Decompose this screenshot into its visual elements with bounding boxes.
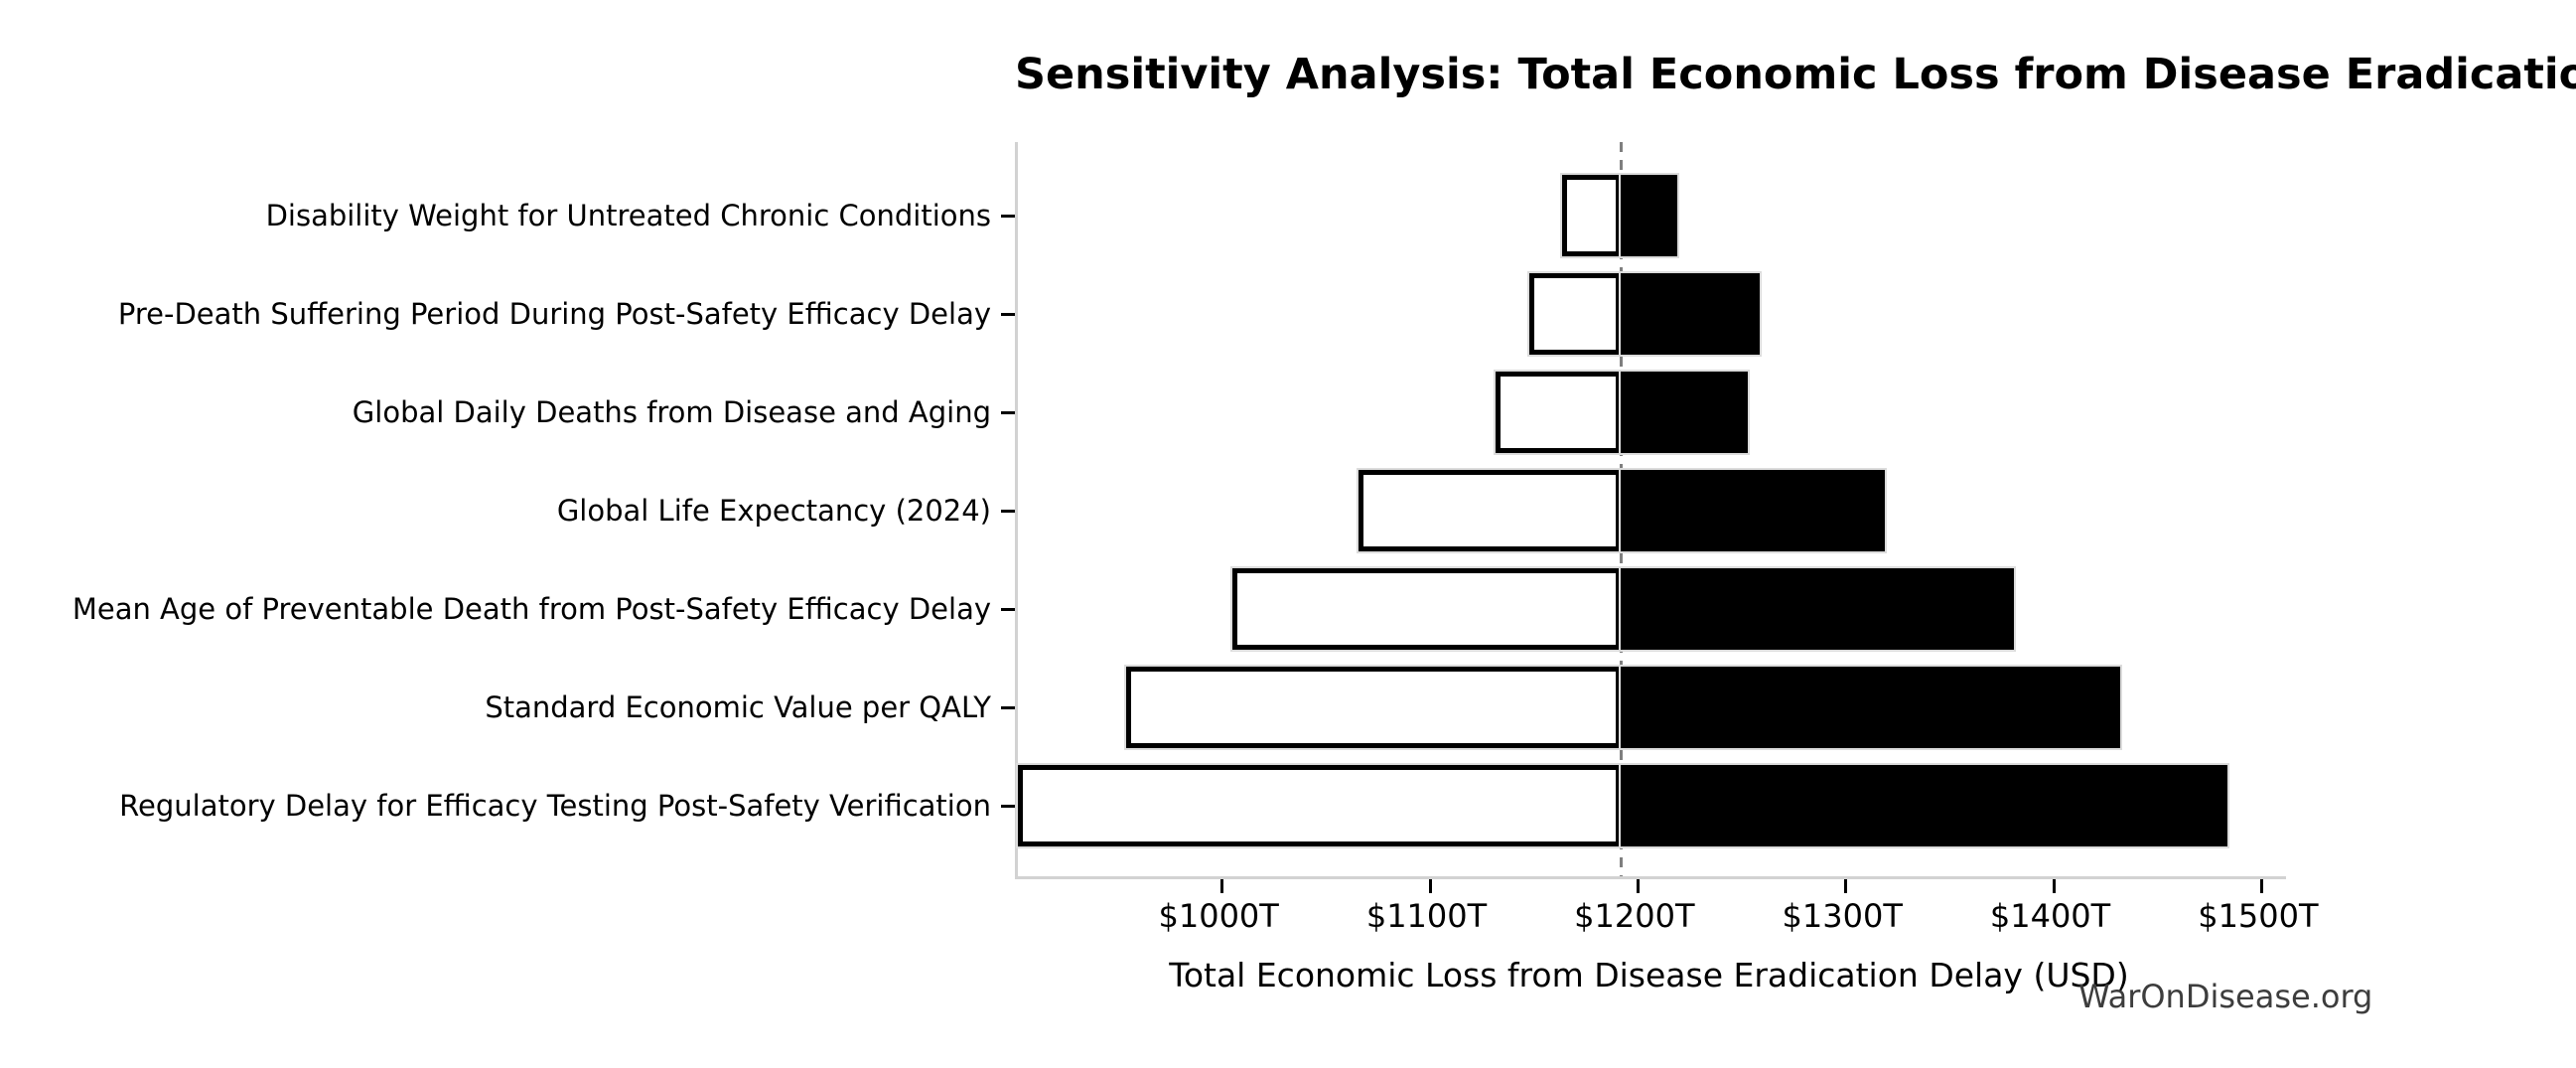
y-axis-category-label: Global Life Expectancy (2024) [556, 494, 991, 528]
x-axis-tick-mark [2259, 879, 2263, 893]
y-axis-tick-mark [1001, 411, 1015, 414]
x-axis-tick-mark [1220, 879, 1224, 893]
y-axis-category-label: Standard Economic Value per QALY [485, 690, 991, 724]
y-axis-tick-mark [1001, 313, 1015, 316]
tornado-bar-high-segment [1621, 470, 1885, 551]
y-axis-tick-mark [1001, 706, 1015, 709]
tornado-bar-low-segment [1562, 175, 1622, 256]
tornado-bar-high-segment [1621, 175, 1677, 256]
y-axis-category-label: Global Daily Deaths from Disease and Agi… [352, 395, 991, 429]
y-axis-category-label: Mean Age of Preventable Death from Post-… [72, 592, 991, 626]
tornado-bar-high-segment [1621, 273, 1761, 355]
y-axis-category-label: Pre-Death Suffering Period During Post-S… [117, 297, 991, 331]
tornado-bar-high-segment [1621, 568, 2014, 650]
x-axis-tick-mark [1428, 879, 1432, 893]
tornado-bar-low-segment [1018, 765, 1622, 846]
watermark-text: WarOnDisease.org [2078, 978, 2373, 1015]
tornado-bar-high-segment [1621, 765, 2228, 846]
y-axis-tick-mark [1001, 805, 1015, 808]
x-axis-tick-mark [1636, 879, 1640, 893]
tornado-bar-low-segment [1125, 667, 1622, 748]
y-axis-tick-mark [1001, 510, 1015, 513]
chart-title: Sensitivity Analysis: Total Economic Los… [1015, 50, 2576, 99]
tornado-bar-low-segment [1528, 273, 1622, 355]
x-axis-tick-label: $1400T [1989, 897, 2111, 935]
x-axis-tick-label: $1100T [1365, 897, 1488, 935]
y-axis-tick-mark [1001, 215, 1015, 218]
x-axis-tick-mark [1844, 879, 1848, 893]
x-axis-tick-label: $1000T [1158, 897, 1279, 935]
tornado-bar-low-segment [1359, 470, 1622, 551]
plot-area [1001, 142, 2286, 893]
tornado-bar-low-segment [1496, 372, 1622, 453]
y-axis-category-label: Regulatory Delay for Efficacy Testing Po… [119, 789, 991, 823]
y-axis-category-label: Disability Weight for Untreated Chronic … [265, 199, 991, 232]
tornado-bar-high-segment [1621, 372, 1748, 453]
x-axis-tick-label: $1200T [1574, 897, 1695, 935]
x-axis-label: Total Economic Loss from Disease Eradica… [1169, 956, 2129, 994]
tornado-bar-low-segment [1231, 568, 1622, 650]
y-axis-tick-mark [1001, 608, 1015, 611]
tornado-bar-high-segment [1621, 667, 2120, 748]
x-axis-tick-label: $1300T [1782, 897, 1903, 935]
x-axis-tick-mark [2052, 879, 2056, 893]
x-axis-tick-label: $1500T [2198, 897, 2319, 935]
